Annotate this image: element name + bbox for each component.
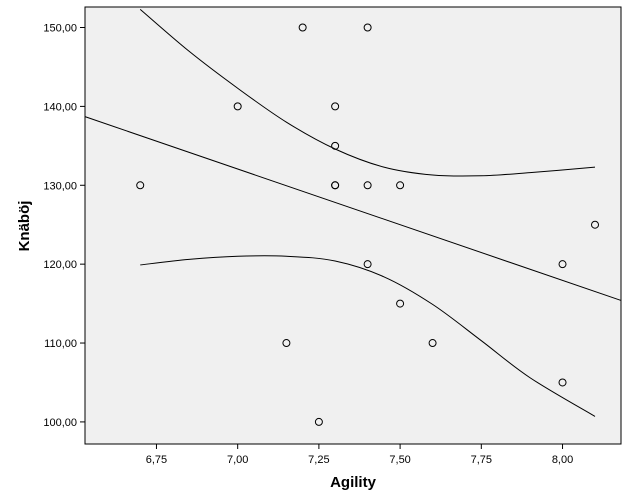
- y-tick-label: 150,00: [43, 23, 77, 35]
- data-point: [558, 378, 567, 387]
- data-point: [314, 417, 323, 426]
- confidence-lower-line: [140, 255, 596, 417]
- data-point: [558, 260, 567, 269]
- x-axis: 6,75 7,00 7,25 7,50 7,75 8,00: [146, 444, 573, 466]
- data-point: [396, 181, 405, 190]
- confidence-upper-line: [139, 8, 596, 177]
- data-point: [282, 339, 291, 348]
- data-point: [233, 102, 242, 111]
- y-tick-label: 110,00: [44, 338, 77, 350]
- x-tick-label: 7,25: [308, 454, 329, 466]
- data-points: [136, 23, 600, 426]
- x-tick-label: 7,75: [471, 454, 492, 466]
- data-point: [331, 141, 340, 150]
- y-axis-title: Knäböj: [16, 201, 33, 252]
- x-tick-label: 8,00: [552, 454, 573, 466]
- data-point: [591, 220, 600, 229]
- data-point: [136, 181, 145, 190]
- x-tick-label: 7,50: [389, 454, 410, 466]
- y-tick-label: 100,00: [43, 417, 77, 429]
- plot-area: [84, 6, 622, 445]
- y-tick-label: 120,00: [43, 259, 77, 271]
- regression-line: [84, 116, 622, 301]
- fit-lines: [84, 8, 622, 417]
- data-point: [331, 102, 340, 111]
- x-tick-label: 7,00: [227, 454, 248, 466]
- data-point: [428, 339, 437, 348]
- data-point: [331, 181, 340, 190]
- x-axis-title: Agility: [330, 474, 376, 491]
- data-point: [363, 260, 372, 269]
- y-tick-label: 130,00: [43, 180, 77, 192]
- data-point: [363, 23, 372, 32]
- y-axis: 100,00 110,00 120,00 130,00 140,00 150,00: [43, 23, 85, 429]
- data-point: [363, 181, 372, 190]
- x-tick-label: 6,75: [146, 454, 167, 466]
- y-tick-label: 140,00: [43, 101, 77, 113]
- data-point: [298, 23, 307, 32]
- data-point: [396, 299, 405, 308]
